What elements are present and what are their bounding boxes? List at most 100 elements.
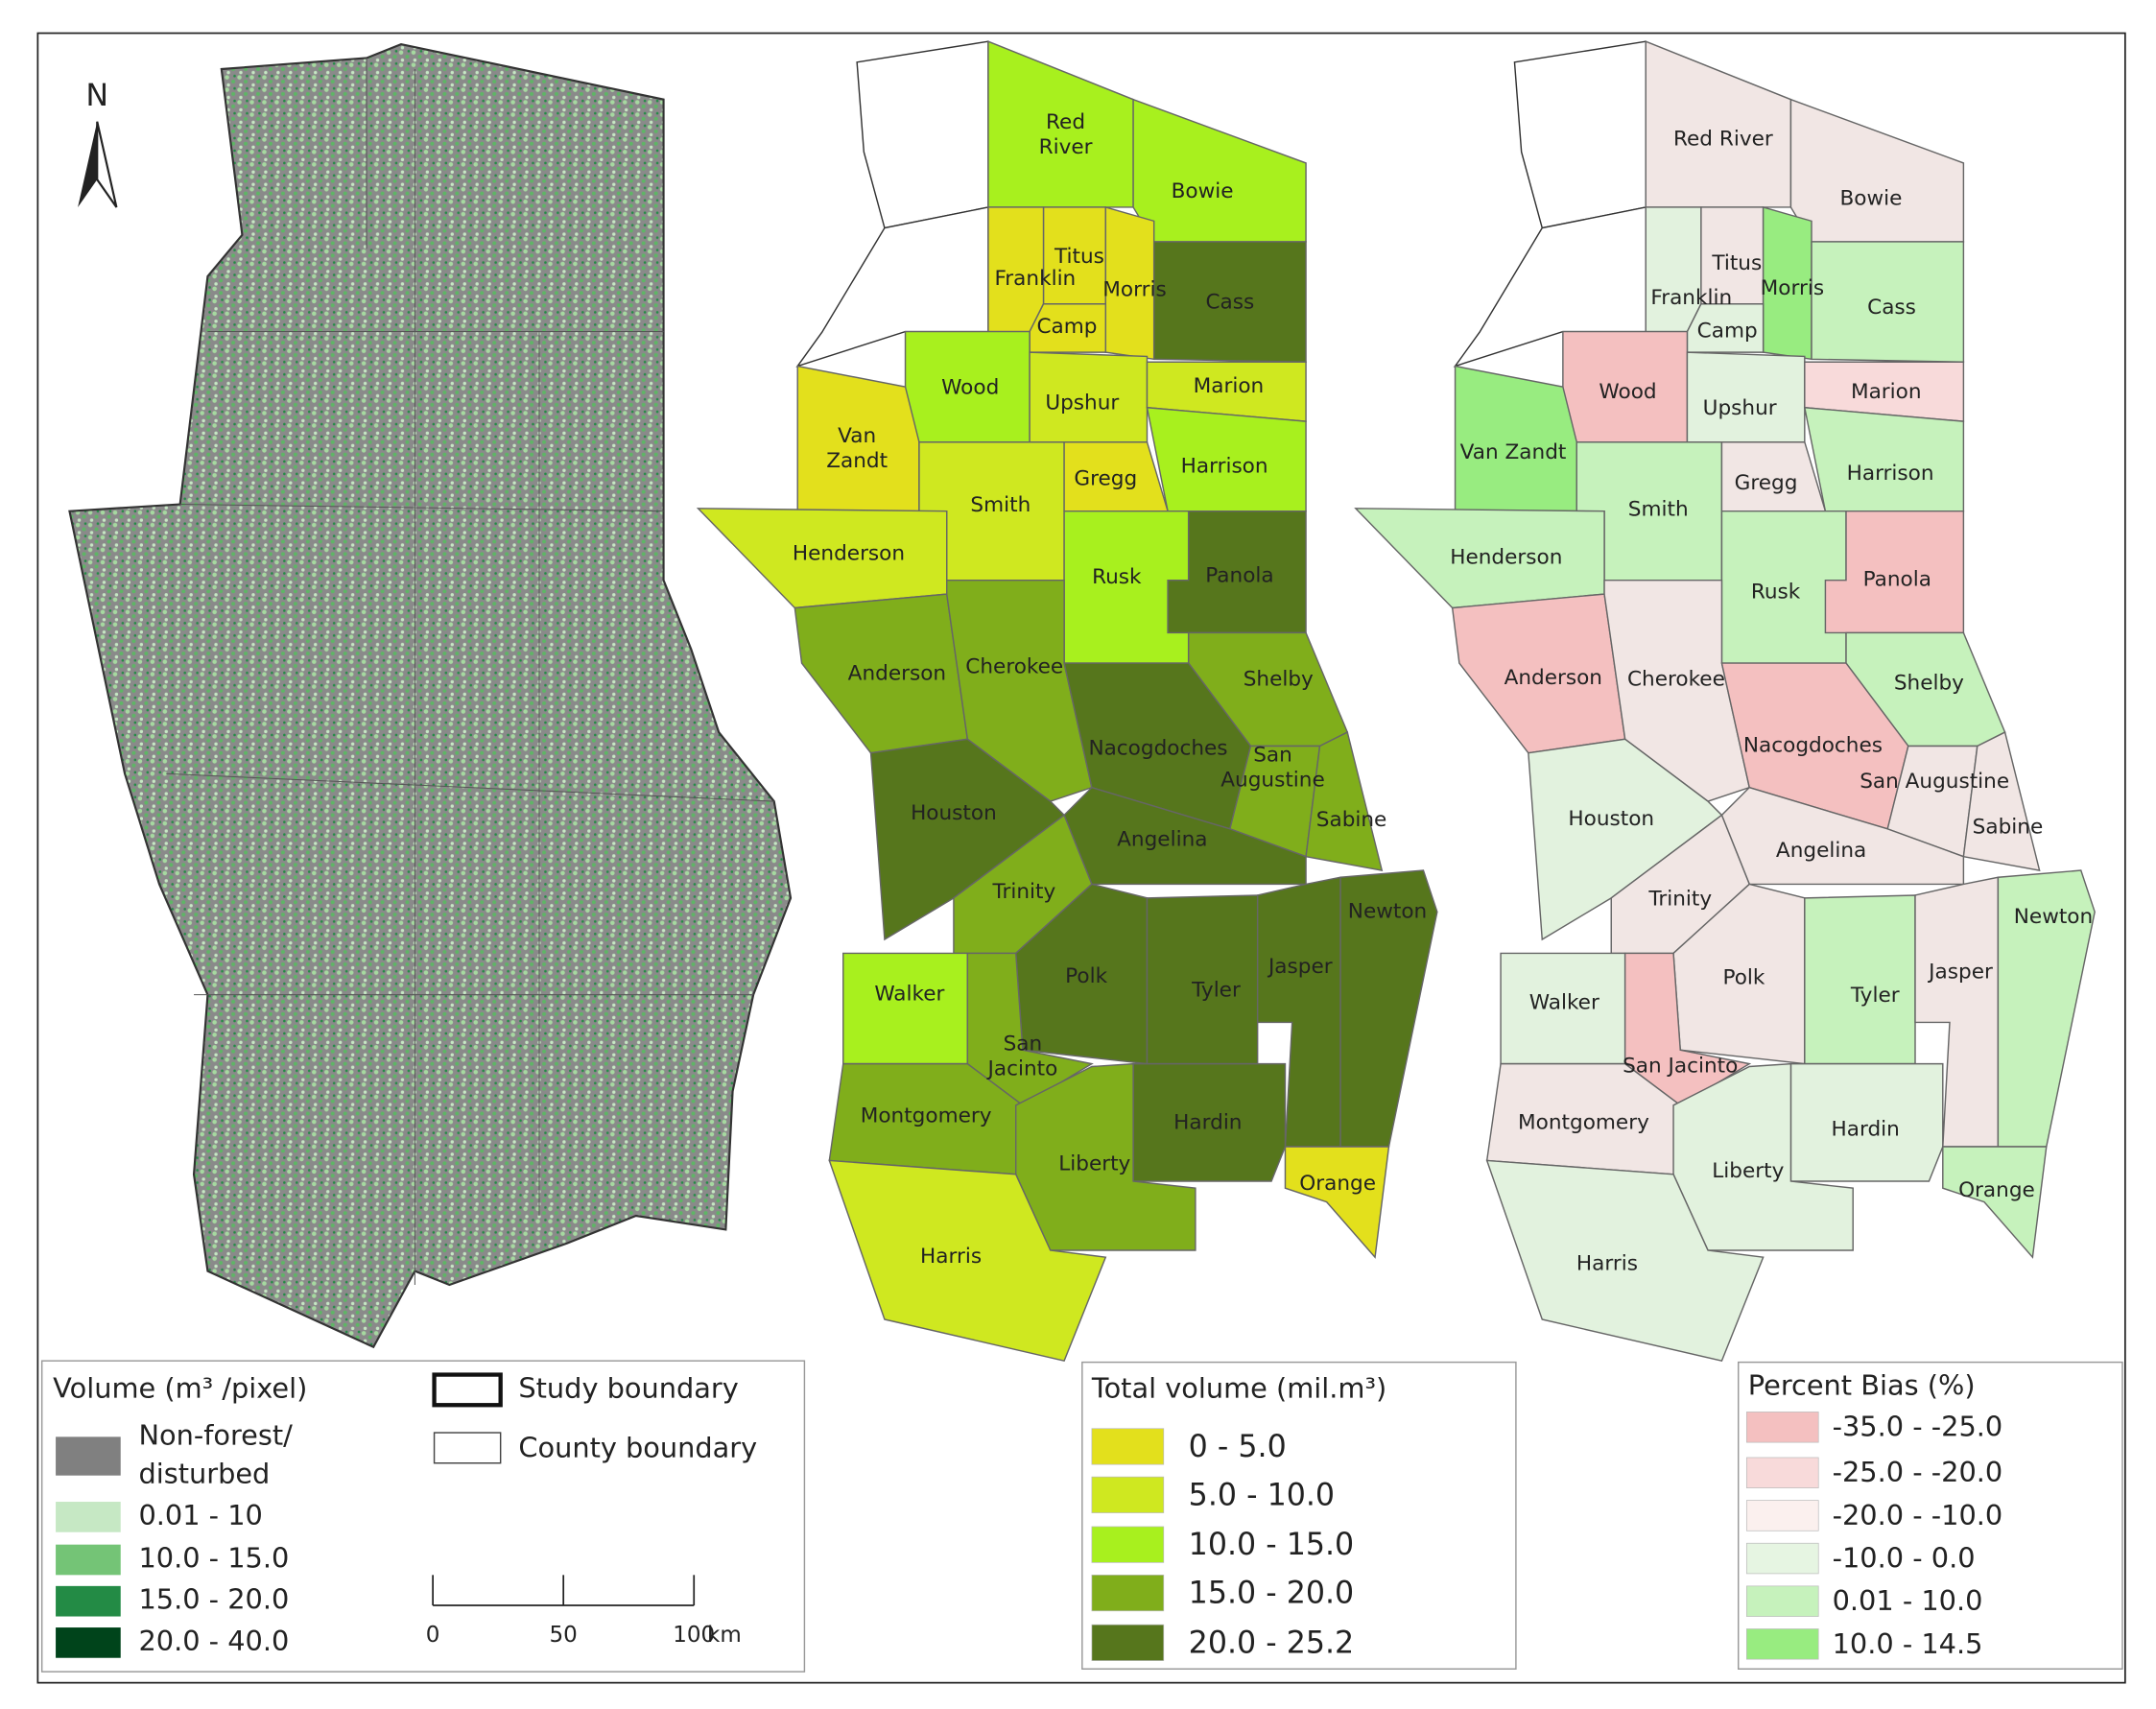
county xyxy=(1997,869,2096,1148)
outside-county xyxy=(856,40,989,229)
county-label: Henderson xyxy=(793,541,905,565)
county-label: Shelby xyxy=(1244,667,1314,691)
county-label: Bowie xyxy=(1839,186,1902,210)
county-label: Walker xyxy=(874,983,944,1007)
county-label: Cherokee xyxy=(965,654,1063,678)
county-label: Montgomery xyxy=(861,1104,992,1127)
county-label: Angelina xyxy=(1117,827,1207,851)
legend-swatch xyxy=(1091,1526,1165,1563)
county-label: Liberty xyxy=(1712,1159,1784,1183)
county-label: Jasper xyxy=(1927,961,1993,985)
county-label: Franklin xyxy=(1650,286,1732,310)
scale-label: 100 xyxy=(673,1623,715,1648)
legend-label: Study boundary xyxy=(518,1371,738,1404)
county-label: Augustine xyxy=(1220,768,1324,792)
county-label: Hardin xyxy=(1173,1111,1242,1135)
county xyxy=(1029,303,1107,353)
legend-label: 15.0 - 20.0 xyxy=(138,1583,289,1616)
county-label: Trinity xyxy=(991,880,1055,904)
north-label: N xyxy=(85,79,108,113)
legend-label: 20.0 - 40.0 xyxy=(138,1625,289,1657)
county-label: Rusk xyxy=(1092,565,1142,589)
county-label: Marion xyxy=(1851,380,1922,404)
county-label: San Jacinto xyxy=(1623,1055,1738,1079)
legend-swatch xyxy=(56,1585,121,1617)
legend-swatch xyxy=(1091,1574,1165,1612)
county-label: Anderson xyxy=(848,662,946,686)
legend-swatch xyxy=(56,1436,121,1476)
county xyxy=(1824,510,1965,634)
county xyxy=(1645,206,1702,333)
legend-swatch xyxy=(1745,1412,1819,1443)
county-label: Cherokee xyxy=(1627,667,1725,691)
legend-swatch xyxy=(1745,1457,1819,1488)
county-label: Gregg xyxy=(1074,467,1137,491)
county xyxy=(1339,869,1438,1148)
county xyxy=(1942,1146,2048,1259)
county-label: Camp xyxy=(1036,315,1097,339)
county-label: Newton xyxy=(2014,905,2093,929)
county-label: Panola xyxy=(1863,568,1931,592)
county-label: Tyler xyxy=(1850,984,1900,1008)
county-label: Shelby xyxy=(1894,672,1964,696)
county-label: Van xyxy=(838,424,876,448)
county-label: Harrison xyxy=(1847,462,1934,486)
county-label: Morris xyxy=(1102,277,1166,301)
county-label: San xyxy=(1004,1032,1043,1056)
legend-swatch xyxy=(1745,1585,1819,1617)
county-label: Upshur xyxy=(1045,391,1119,415)
legend-title: Percent Bias (%) xyxy=(1748,1369,1976,1402)
county-label: Angelina xyxy=(1776,839,1866,863)
county-label: Orange xyxy=(1958,1178,2035,1202)
county xyxy=(1962,731,2041,871)
total-volume-legend-box xyxy=(1081,1361,1517,1670)
county-label: Jacinto xyxy=(986,1056,1058,1080)
county-label: Liberty xyxy=(1058,1152,1130,1176)
county-label: Polk xyxy=(1065,964,1107,988)
scale-unit: km xyxy=(707,1623,742,1648)
county xyxy=(842,952,969,1065)
county-label: Harris xyxy=(920,1245,982,1269)
county-label: Franklin xyxy=(994,267,1076,291)
county-label: Van Zandt xyxy=(1460,440,1567,464)
legend-label: 5.0 - 10.0 xyxy=(1189,1478,1335,1512)
county-label: Nacogdoches xyxy=(1088,736,1227,760)
north-arrow xyxy=(96,121,118,208)
county xyxy=(1804,894,1916,1065)
legend-swatch xyxy=(1091,1476,1165,1513)
outside-county xyxy=(1513,40,1647,229)
county xyxy=(1305,731,1384,871)
county-label: Tyler xyxy=(1191,978,1241,1002)
scale-label: 50 xyxy=(550,1623,578,1648)
legend-swatch xyxy=(1091,1428,1165,1465)
county-lines xyxy=(166,58,774,1285)
legend-swatch xyxy=(56,1627,121,1658)
county xyxy=(1485,1159,1765,1363)
county-label: Anderson xyxy=(1504,666,1602,690)
county-label: Montgomery xyxy=(1518,1111,1649,1135)
county-label: Hardin xyxy=(1832,1118,1900,1142)
legend-label: 20.0 - 25.2 xyxy=(1189,1626,1355,1660)
county-label: Zandt xyxy=(826,449,888,473)
legend-swatch xyxy=(1745,1628,1819,1660)
county-label: Red xyxy=(1046,110,1085,134)
county-label: Red River xyxy=(1673,127,1773,151)
county-label: Rusk xyxy=(1751,581,1801,605)
county-label: Cass xyxy=(1867,296,1916,320)
pixel-volume-map xyxy=(68,42,793,1349)
county-label: Houston xyxy=(911,801,997,825)
legend-label: 10.0 - 15.0 xyxy=(138,1542,289,1575)
county xyxy=(1454,365,1577,512)
county-label: Morris xyxy=(1761,276,1824,300)
county-label: Bowie xyxy=(1172,179,1234,203)
county-label: Camp xyxy=(1697,320,1758,344)
legend-label: County boundary xyxy=(518,1431,757,1463)
county-boundary-swatch xyxy=(433,1432,502,1464)
county-label: Polk xyxy=(1723,965,1765,989)
county-label: Upshur xyxy=(1703,396,1777,420)
county-label: Orange xyxy=(1299,1172,1376,1196)
county-label: Sabine xyxy=(1973,815,2044,839)
legend-swatch xyxy=(1745,1542,1819,1575)
